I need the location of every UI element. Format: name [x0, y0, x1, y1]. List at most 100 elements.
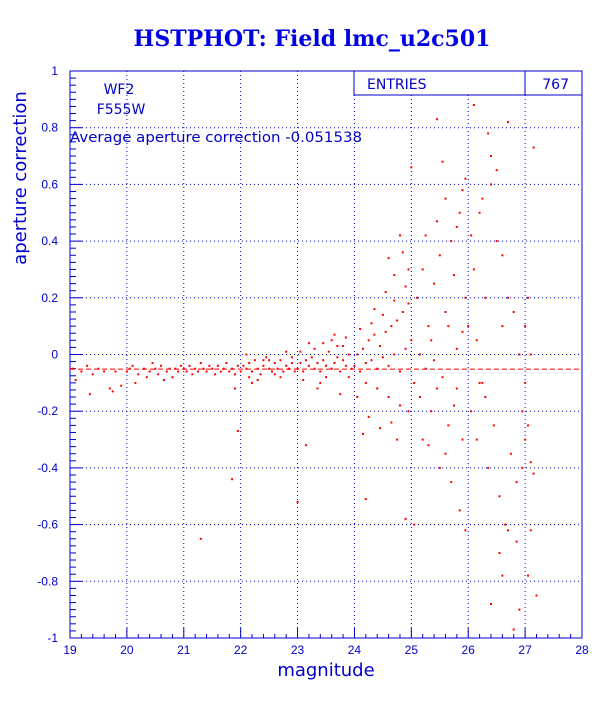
- data-point: [114, 370, 117, 373]
- data-point: [350, 367, 353, 370]
- data-point: [393, 274, 396, 277]
- data-point: [205, 370, 208, 373]
- data-point: [171, 376, 174, 379]
- data-point: [245, 353, 248, 356]
- data-point: [339, 393, 342, 396]
- data-point: [475, 339, 478, 342]
- data-point: [370, 359, 373, 362]
- data-point: [239, 370, 242, 373]
- grid-lines: [70, 71, 582, 638]
- data-point: [424, 367, 427, 370]
- filter-annotation: F555W: [97, 102, 146, 118]
- data-point: [248, 362, 251, 364]
- data-point: [487, 466, 490, 469]
- data-point: [296, 500, 299, 503]
- data-point: [387, 257, 390, 260]
- data-point: [490, 603, 492, 605]
- data-point: [339, 370, 342, 373]
- data-point: [290, 356, 293, 359]
- data-point: [319, 381, 322, 384]
- data-point: [325, 364, 327, 367]
- data-point: [444, 311, 447, 313]
- data-point: [131, 364, 134, 367]
- data-point: [430, 339, 433, 342]
- data-point: [145, 376, 148, 379]
- data-point: [162, 379, 165, 381]
- data-point: [501, 254, 504, 257]
- data-point: [179, 364, 182, 367]
- data-point: [316, 362, 319, 364]
- data-point: [74, 379, 77, 381]
- data-point: [236, 364, 239, 367]
- tick-labels: 19 20 21 22 23 24 25 26 27 28 -1 -0.8 -0.6 -0.4 -0.2 0 0…: [37, 64, 589, 657]
- x-tick-label: 26: [462, 643, 476, 657]
- data-point: [276, 367, 279, 370]
- data-point: [404, 517, 407, 520]
- y-tick-label: 0.4: [41, 234, 58, 248]
- entries-value: 767: [542, 77, 569, 93]
- x-tick-label: 28: [575, 643, 589, 657]
- data-point: [322, 342, 325, 345]
- data-point: [427, 444, 430, 447]
- data-point: [390, 325, 393, 328]
- data-point: [362, 347, 364, 350]
- data-point: [282, 370, 285, 373]
- data-point: [290, 362, 293, 364]
- data-point: [461, 189, 464, 192]
- data-point: [234, 373, 236, 376]
- data-point: [467, 325, 470, 328]
- data-point: [518, 353, 521, 356]
- data-point: [435, 387, 438, 390]
- data-point: [470, 410, 473, 413]
- y-tick-label: 0.8: [41, 121, 58, 135]
- data-point: [413, 523, 416, 526]
- data-point: [433, 359, 436, 362]
- data-point: [251, 370, 253, 373]
- data-point: [191, 373, 194, 376]
- data-point: [362, 432, 364, 435]
- data-point: [455, 347, 458, 350]
- data-point: [231, 367, 234, 370]
- data-point: [353, 364, 356, 367]
- data-point: [484, 296, 487, 299]
- data-point: [271, 370, 273, 373]
- data-point: [393, 353, 396, 356]
- data-point: [288, 367, 290, 370]
- data-point: [214, 373, 217, 376]
- data-point: [302, 370, 305, 373]
- data-point: [504, 523, 507, 526]
- data-point: [458, 509, 461, 512]
- data-point: [481, 381, 484, 384]
- data-point: [379, 427, 381, 430]
- data-point: [427, 325, 430, 328]
- data-point: [413, 381, 416, 384]
- data-point: [256, 379, 259, 381]
- y-tick-label: 1: [51, 64, 58, 78]
- data-point: [134, 381, 137, 384]
- data-point: [399, 234, 401, 237]
- data-point: [293, 370, 296, 373]
- data-point: [495, 240, 498, 243]
- data-point: [501, 574, 504, 577]
- data-point: [498, 495, 501, 498]
- data-point: [455, 225, 458, 228]
- data-point: [376, 367, 379, 370]
- y-tick-label: -0.6: [37, 518, 58, 532]
- data-point: [174, 367, 177, 370]
- data-point: [532, 472, 535, 475]
- y-tick-label: 0.2: [41, 291, 58, 305]
- data-point: [521, 466, 524, 469]
- data-point: [364, 498, 367, 501]
- data-point: [367, 415, 370, 418]
- entries-box: [353, 70, 583, 96]
- data-point: [313, 367, 316, 370]
- data-point: [143, 367, 145, 370]
- data-point: [478, 381, 481, 384]
- data-point: [410, 339, 413, 342]
- data-point: [279, 376, 282, 379]
- data-point: [444, 452, 447, 455]
- data-point: [344, 364, 347, 367]
- data-point: [410, 166, 413, 169]
- data-point: [336, 356, 339, 359]
- data-point: [535, 594, 538, 597]
